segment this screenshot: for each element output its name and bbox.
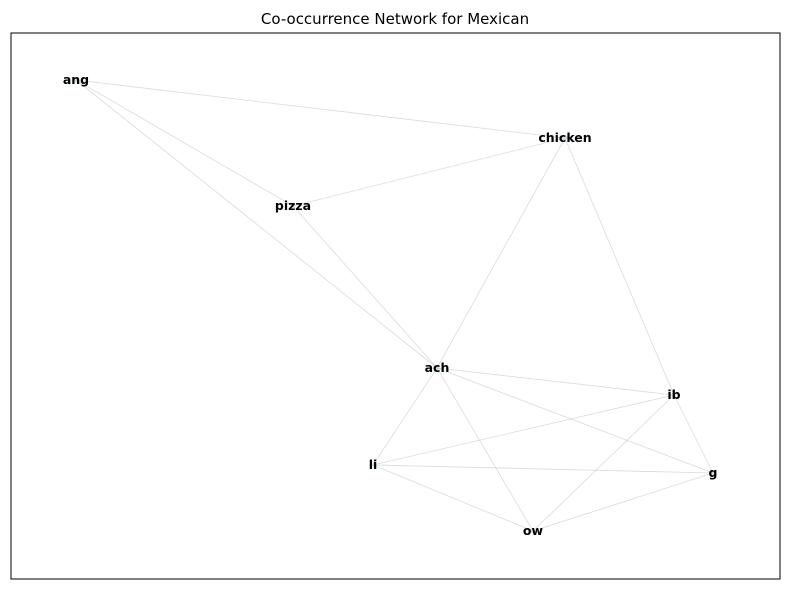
node-ach: ach xyxy=(425,360,450,375)
edge-ib-ow xyxy=(532,394,675,532)
node-g: g xyxy=(709,465,718,480)
node-pizza: pizza xyxy=(275,198,311,213)
edge-ach-ib xyxy=(436,367,675,396)
node-dot-li xyxy=(370,462,376,468)
edge-ib-li xyxy=(372,394,675,466)
nodes-layer: ang chicken pizza ach ib li g ow xyxy=(63,72,718,538)
node-ow: ow xyxy=(523,523,544,538)
chart-title: Co-occurrence Network for Mexican xyxy=(261,10,529,28)
edge-ang-pizza xyxy=(75,79,294,207)
edge-ang-chicken xyxy=(75,79,566,139)
node-chicken: chicken xyxy=(538,130,591,145)
edge-ach-li xyxy=(372,367,438,466)
node-dot-g xyxy=(710,470,716,476)
node-dot-ang xyxy=(73,77,79,83)
node-dot-ach xyxy=(434,365,440,371)
node-ib: ib xyxy=(667,387,680,402)
node-label-ach: ach xyxy=(425,360,450,375)
node-label-li: li xyxy=(369,457,378,472)
node-li: li xyxy=(369,457,378,472)
node-label-pizza: pizza xyxy=(275,198,311,213)
node-label-ow: ow xyxy=(523,523,544,538)
edges-layer xyxy=(75,79,714,532)
edge-pizza-chicken xyxy=(292,137,566,207)
node-label-g: g xyxy=(709,465,718,480)
edge-g-ow xyxy=(532,472,714,532)
edge-ach-g xyxy=(436,367,714,474)
edge-li-ow xyxy=(372,464,534,532)
edge-ach-ow xyxy=(436,367,534,532)
node-label-chicken: chicken xyxy=(538,130,591,145)
edge-pizza-ach xyxy=(292,205,438,369)
edge-chicken-ach xyxy=(436,137,566,369)
node-label-ang: ang xyxy=(63,72,89,87)
node-dot-chicken xyxy=(562,135,568,141)
node-ang: ang xyxy=(63,72,89,87)
edge-chicken-ib xyxy=(564,137,675,396)
node-label-ib: ib xyxy=(667,387,680,402)
node-dot-ib xyxy=(671,392,677,398)
edge-li-g xyxy=(372,464,714,474)
plot-frame xyxy=(10,32,781,580)
node-dot-ow xyxy=(530,528,536,534)
edge-ib-g xyxy=(673,394,714,474)
node-dot-pizza xyxy=(290,203,296,209)
edge-ang-ach xyxy=(75,79,438,369)
